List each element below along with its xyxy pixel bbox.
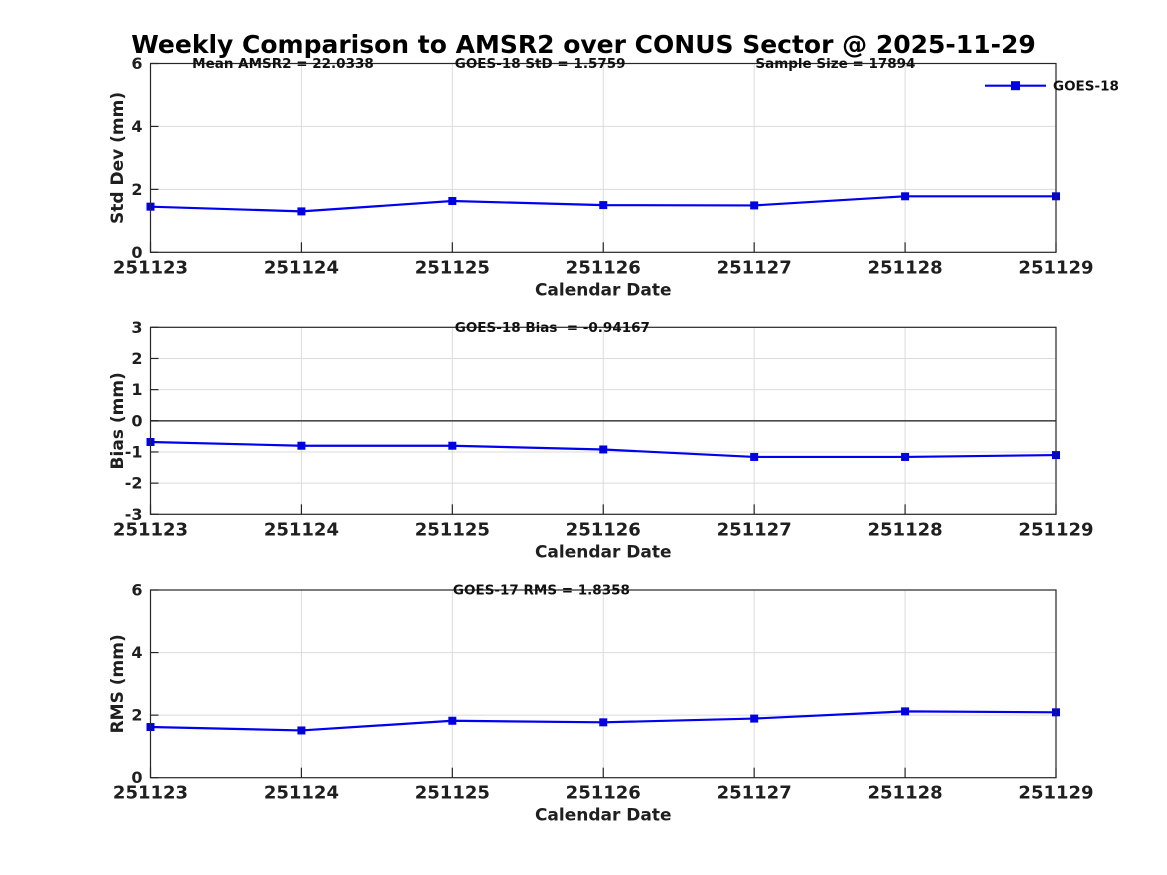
data-point-marker (901, 707, 910, 716)
x-tick-label: 251127 (717, 257, 792, 278)
tick-labels: 251123 251124 251125 251126 251127 251128 2511… (113, 54, 1094, 278)
x-tick-label: 251123 (113, 519, 188, 540)
y-tick-label: -1 (125, 442, 143, 461)
data-point-marker (901, 452, 910, 461)
x-axis-label: Calendar Date (535, 542, 672, 562)
x-tick-label: 251129 (1018, 519, 1093, 540)
x-tick-label: 251125 (415, 783, 490, 804)
tick-labels: 251123 251124 251125 251126 251127 251128 2511… (113, 581, 1094, 804)
x-tick-label: 251127 (717, 783, 792, 804)
data-point-marker (448, 197, 457, 206)
y-tick-label: 2 (131, 706, 142, 725)
x-tick-label: 251126 (566, 257, 641, 278)
data-point-marker (599, 445, 608, 454)
ticks (149, 62, 1057, 253)
legend-label: GOES-18 (1053, 79, 1119, 95)
y-tick-label: -3 (125, 505, 143, 524)
subplot-bias: 251123 251124 251125 251126 251127 251128 2511… (108, 318, 1094, 563)
data-point-marker (750, 201, 759, 210)
gridlines (150, 590, 1056, 778)
data-point-marker (297, 441, 306, 450)
annotation-text: Sample Size = 17894 (755, 56, 915, 72)
y-tick-label: 0 (131, 243, 142, 262)
ticks (149, 589, 1057, 779)
y-tick-label: 0 (131, 411, 142, 430)
x-tick-label: 251126 (566, 783, 641, 804)
tick-labels: 251123 251124 251125 251126 251127 251128 2511… (113, 318, 1094, 541)
x-tick-label: 251123 (113, 257, 188, 278)
x-tick-label: 251128 (868, 783, 943, 804)
x-tick-label: 251123 (113, 783, 188, 804)
data-point-marker (599, 201, 608, 210)
y-tick-label: 0 (131, 768, 142, 787)
x-tick-label: 251125 (415, 257, 490, 278)
y-tick-label: 2 (131, 349, 142, 368)
data-point-marker (750, 452, 759, 461)
subplot-rms: 251123 251124 251125 251126 251127 251128 2511… (108, 581, 1094, 826)
legend-marker (1011, 81, 1020, 91)
data-point-marker (448, 716, 457, 725)
annotation-text: GOES-18 StD = 1.5759 (455, 56, 626, 72)
annotation-text: Mean AMSR2 = 22.0338 (192, 56, 374, 72)
data-point-marker (750, 714, 759, 723)
x-axis-label: Calendar Date (535, 280, 672, 300)
y-tick-label: 4 (131, 643, 142, 662)
legend: GOES-18 (985, 79, 1119, 95)
data-point-marker (448, 441, 457, 450)
x-tick-label: 251124 (264, 783, 339, 804)
x-tick-label: 251127 (717, 519, 792, 540)
x-tick-label: 251124 (264, 257, 339, 278)
y-tick-label: 2 (131, 180, 142, 199)
y-tick-label: -2 (125, 474, 143, 493)
x-tick-label: 251128 (868, 257, 943, 278)
x-tick-label: 251125 (415, 519, 490, 540)
data-point-marker (297, 207, 306, 216)
y-axis-label: Std Dev (mm) (108, 92, 128, 224)
ticks (149, 326, 1057, 515)
annotation-text: GOES-18 Bias = -0.94167 (455, 320, 650, 336)
x-tick-label: 251128 (868, 519, 943, 540)
data-point-marker (297, 726, 306, 735)
figure-title: Weekly Comparison to AMSR2 over CONUS Se… (131, 30, 1036, 59)
x-tick-label: 251129 (1018, 257, 1093, 278)
x-tick-label: 251129 (1018, 783, 1093, 804)
y-tick-label: 6 (131, 54, 142, 73)
x-tick-label: 251126 (566, 519, 641, 540)
x-axis-label: Calendar Date (535, 806, 672, 826)
y-tick-label: 3 (131, 318, 142, 337)
annotation-text: GOES-17 RMS = 1.8358 (453, 583, 630, 599)
data-point-marker (901, 192, 910, 201)
y-tick-label: 4 (131, 117, 142, 136)
subplot-std-dev: 251123 251124 251125 251126 251127 251128 2511… (108, 54, 1119, 300)
data-point-marker (599, 718, 608, 727)
y-tick-label: 6 (131, 581, 142, 600)
x-tick-label: 251124 (264, 519, 339, 540)
y-axis-label: RMS (mm) (108, 634, 128, 733)
gridlines (150, 63, 1056, 253)
y-tick-label: 1 (131, 380, 142, 399)
y-axis-label: Bias (mm) (108, 372, 128, 469)
